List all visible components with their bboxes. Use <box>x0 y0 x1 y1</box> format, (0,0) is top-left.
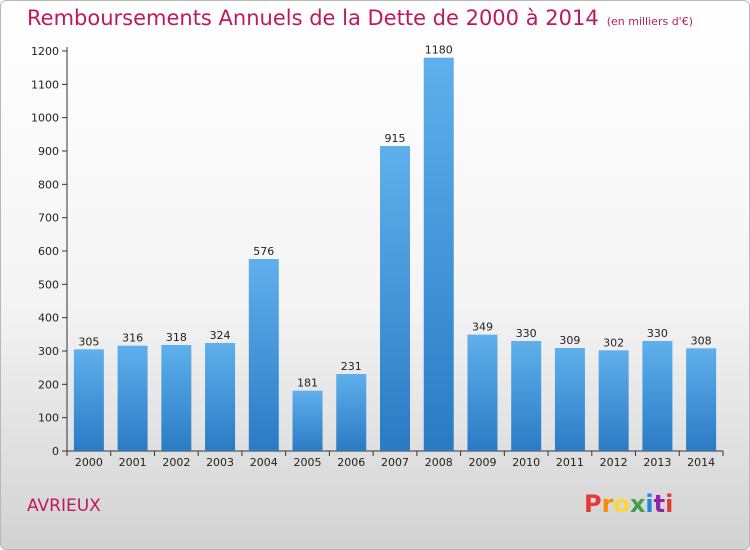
data-label-2000: 305 <box>78 335 99 348</box>
y-tick-label: 300 <box>38 345 59 358</box>
x-tick-label: 2014 <box>687 456 715 469</box>
data-label-2005: 181 <box>297 377 318 390</box>
bar-2002 <box>161 345 192 451</box>
y-tick-label: 1100 <box>31 78 59 91</box>
x-tick-label: 2013 <box>643 456 671 469</box>
bar-2013 <box>642 341 673 451</box>
chart-subtitle: (en milliers d'€) <box>606 15 693 28</box>
y-tick-label: 400 <box>38 312 59 325</box>
data-label-2008: 1180 <box>425 44 453 57</box>
bar-2006 <box>336 374 367 451</box>
logo-letter: r <box>601 490 614 518</box>
chart-title-main: Remboursements Annuels de la Dette de 20… <box>27 6 599 30</box>
bar-2010 <box>511 341 542 451</box>
chart-bars <box>73 57 717 452</box>
bar-2008 <box>423 57 454 452</box>
bar-2003 <box>205 343 236 451</box>
logo-letter: o <box>613 490 630 518</box>
y-tick-label: 0 <box>52 445 59 458</box>
y-tick-label: 700 <box>38 212 59 225</box>
y-tick-label: 600 <box>38 245 59 258</box>
data-label-2012: 302 <box>603 336 624 349</box>
data-label-2001: 316 <box>122 332 143 345</box>
data-label-2002: 318 <box>166 331 187 344</box>
x-tick-label: 2011 <box>556 456 584 469</box>
data-label-2014: 308 <box>691 334 712 347</box>
y-tick-label: 200 <box>38 378 59 391</box>
bar-2004 <box>248 259 279 451</box>
y-tick-label: 500 <box>38 278 59 291</box>
bar-2012 <box>598 350 629 451</box>
bar-2007 <box>380 146 410 451</box>
y-tick-label: 100 <box>38 412 59 425</box>
x-tick-label: 2009 <box>468 456 496 469</box>
x-tick-label: 2000 <box>75 456 103 469</box>
x-tick-label: 2005 <box>294 456 322 469</box>
bar-2005 <box>292 390 323 451</box>
y-tick-label: 800 <box>38 178 59 191</box>
data-label-2010: 330 <box>516 327 537 340</box>
x-tick-label: 2008 <box>425 456 453 469</box>
x-tick-label: 2010 <box>512 456 540 469</box>
data-label-2003: 324 <box>210 329 231 342</box>
x-tick-label: 2007 <box>381 456 409 469</box>
chart-data-labels: 305 316 318 324 576 181 231 915 1180 349 330 309 302… <box>78 44 711 390</box>
bar-2014 <box>686 348 717 451</box>
x-tick-label: 2002 <box>162 456 190 469</box>
y-tick-label: 1000 <box>31 112 59 125</box>
x-tick-label: 2006 <box>337 456 365 469</box>
chart-axes: 0 100 200 300 400 500 600 700 800 900 1000 1100 1200… <box>31 45 724 469</box>
place-name: AVRIEUX <box>27 496 101 516</box>
logo-letter: x <box>629 490 646 518</box>
proxiti-logo[interactable]: Proxiti <box>584 490 673 518</box>
data-label-2004: 576 <box>253 245 274 258</box>
data-label-2007: 915 <box>385 132 406 145</box>
y-tick-label: 900 <box>38 145 59 158</box>
data-label-2011: 309 <box>559 334 580 347</box>
data-label-2013: 330 <box>647 327 668 340</box>
logo-letter: i <box>665 490 674 518</box>
bar-2009 <box>467 334 498 451</box>
logo-letter: P <box>584 490 602 518</box>
data-label-2009: 349 <box>472 321 493 334</box>
bar-2000 <box>73 349 104 451</box>
bar-2001 <box>117 345 148 451</box>
x-tick-label: 2001 <box>119 456 147 469</box>
y-tick-label: 1200 <box>31 45 59 58</box>
x-tick-label: 2003 <box>206 456 234 469</box>
x-tick-label: 2004 <box>250 456 278 469</box>
logo-letter: t <box>653 490 666 518</box>
x-tick-label: 2012 <box>600 456 628 469</box>
bar-2011 <box>554 348 585 451</box>
logo-letter: i <box>645 490 654 518</box>
chart-title: Remboursements Annuels de la Dette de 20… <box>27 6 693 30</box>
data-label-2006: 231 <box>341 360 362 373</box>
